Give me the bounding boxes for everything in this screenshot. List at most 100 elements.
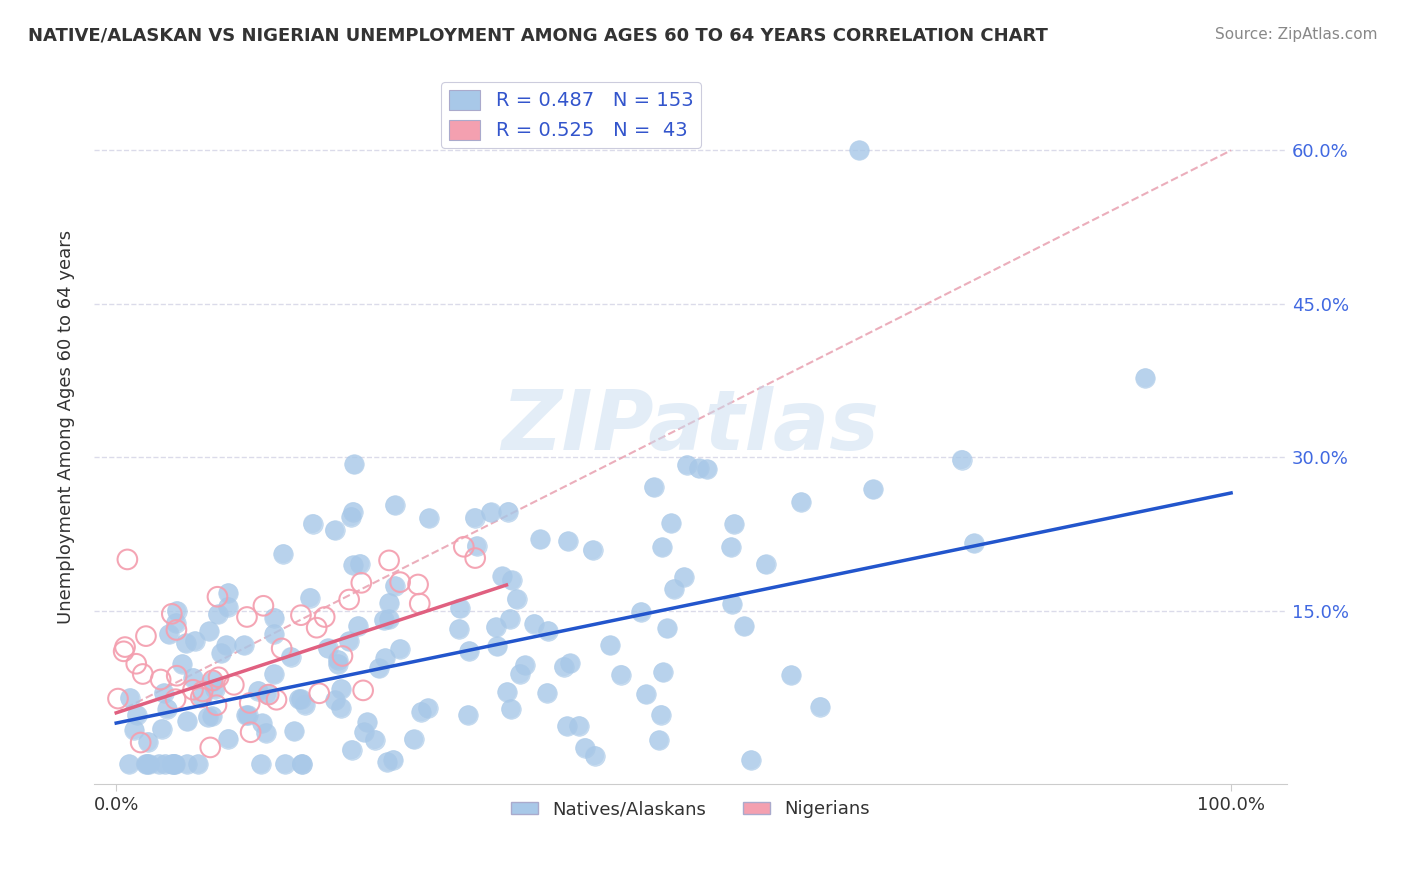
Point (165, 615, 187, 630)
Point (107, 691, 129, 706)
Point (808, 699, 831, 714)
Point (298, 591, 321, 605)
Point (290, 691, 312, 706)
Point (323, 524, 346, 538)
Point (377, 755, 399, 769)
Point (190, 690, 212, 705)
Point (780, 668, 803, 682)
Point (696, 462, 718, 476)
Point (160, 607, 183, 621)
Point (780, 668, 803, 682)
Point (340, 509, 363, 524)
Point (553, 659, 575, 673)
Point (610, 667, 633, 681)
Point (583, 748, 606, 763)
Point (118, 756, 141, 771)
Point (723, 516, 745, 531)
Point (326, 653, 349, 667)
Point (201, 674, 224, 689)
Point (449, 601, 471, 615)
Point (378, 612, 401, 626)
Point (529, 533, 551, 547)
Point (352, 683, 374, 698)
Point (368, 661, 391, 675)
Point (505, 592, 527, 607)
Point (200, 740, 222, 755)
Point (634, 687, 657, 701)
Point (377, 755, 399, 769)
Point (129, 735, 152, 749)
Point (790, 495, 813, 509)
Point (342, 505, 364, 519)
Point (465, 539, 488, 553)
Point (523, 616, 546, 631)
Point (294, 698, 316, 712)
Point (599, 638, 621, 652)
Point (808, 699, 831, 714)
Point (201, 673, 224, 688)
Point (250, 756, 273, 771)
Point (458, 644, 481, 658)
Point (166, 604, 188, 618)
Point (347, 619, 370, 633)
Point (581, 543, 603, 558)
Point (114, 640, 136, 654)
Point (280, 649, 302, 664)
Point (280, 649, 302, 664)
Point (491, 569, 513, 583)
Point (165, 623, 187, 637)
Point (198, 624, 221, 639)
Point (132, 667, 155, 681)
Point (149, 673, 172, 687)
Point (252, 599, 274, 613)
Point (499, 702, 522, 716)
Point (236, 708, 259, 723)
Point (416, 701, 439, 715)
Point (129, 735, 152, 749)
Point (256, 687, 278, 701)
Point (250, 756, 273, 771)
Point (329, 700, 352, 714)
Point (581, 543, 603, 558)
Point (329, 700, 352, 714)
Point (382, 753, 405, 767)
Point (135, 756, 157, 771)
Point (740, 753, 762, 767)
Point (499, 702, 522, 716)
Point (176, 756, 198, 771)
Point (157, 627, 180, 641)
Point (409, 597, 432, 611)
Point (138, 756, 160, 771)
Point (305, 621, 328, 635)
Point (112, 644, 135, 658)
Point (342, 505, 364, 519)
Point (723, 516, 745, 531)
Point (353, 725, 375, 739)
Point (201, 709, 224, 723)
Point (152, 686, 174, 700)
Point (513, 658, 536, 673)
Point (950, 452, 973, 467)
Point (378, 553, 401, 567)
Point (529, 533, 551, 547)
Point (384, 498, 406, 512)
Point (301, 516, 323, 531)
Point (191, 690, 214, 705)
Point (148, 756, 170, 771)
Point (135, 756, 157, 771)
Y-axis label: Unemployment Among Ages 60 to 64 years: Unemployment Among Ages 60 to 64 years (58, 229, 75, 624)
Point (568, 719, 591, 733)
Point (190, 690, 212, 705)
Point (458, 644, 481, 658)
Point (148, 756, 170, 771)
Point (136, 734, 159, 748)
Point (352, 683, 374, 698)
Point (688, 461, 710, 475)
Point (416, 701, 439, 715)
Point (464, 510, 486, 524)
Point (599, 638, 621, 652)
Point (657, 622, 679, 636)
Point (236, 610, 259, 624)
Point (308, 686, 330, 700)
Point (157, 627, 180, 641)
